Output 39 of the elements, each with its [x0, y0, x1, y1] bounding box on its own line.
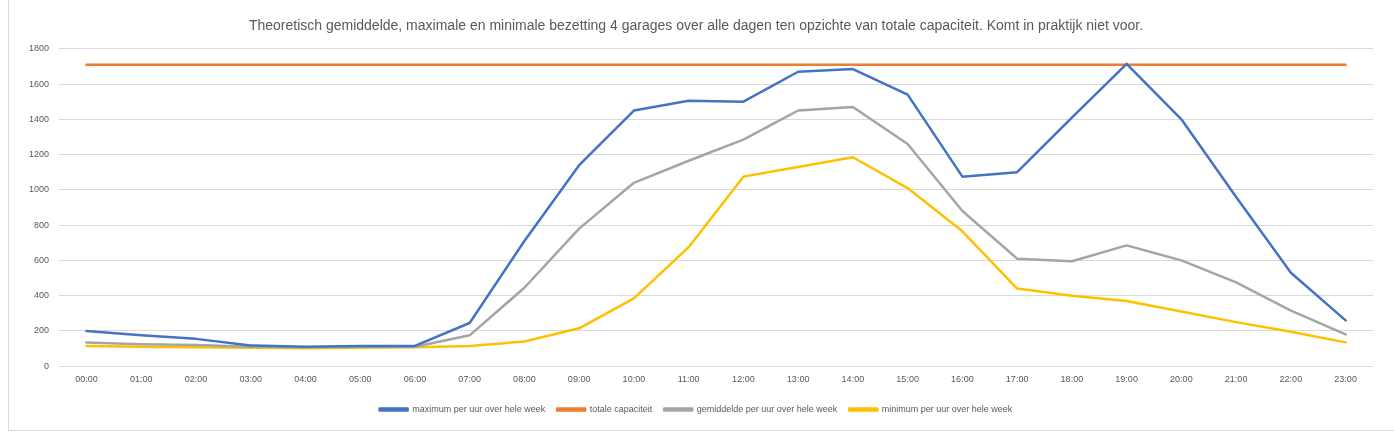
y-tick-label: 200	[33, 325, 50, 336]
x-tick-label: 12:00	[732, 374, 755, 385]
x-tick-label: 15:00	[896, 374, 919, 385]
x-tick-label: 17:00	[1005, 374, 1029, 385]
y-tick-label: 1800	[28, 43, 50, 54]
x-tick-label: 08:00	[513, 374, 536, 385]
x-tick-label: 01:00	[129, 374, 153, 385]
y-tick-label: 1400	[28, 113, 50, 124]
x-tick-label: 03:00	[239, 374, 262, 385]
x-tick-label: 16:00	[951, 374, 974, 385]
x-tick-label: 18:00	[1060, 374, 1084, 385]
y-tick-label: 1200	[28, 149, 50, 160]
chart-title: Theoretisch gemiddelde, maximale en minimale bezetting 4 garages over alle dagen ten opzichte van totale capaciteit. Komt in praktijk niet voor.	[248, 17, 1144, 34]
x-tick-label: 20:00	[1170, 374, 1193, 385]
legend-label: maximum per uur over hele week	[412, 403, 546, 414]
x-tick-label: 02:00	[184, 374, 208, 385]
y-tick-label: 400	[33, 290, 50, 301]
y-tick-label: 800	[33, 219, 50, 230]
x-tick-label: 13:00	[786, 374, 810, 385]
x-tick-label: 14:00	[841, 374, 865, 385]
x-tick-label: 05:00	[348, 374, 372, 385]
x-tick-label: 11:00	[677, 374, 700, 385]
x-tick-label: 04:00	[294, 374, 317, 385]
x-tick-label: 22:00	[1279, 374, 1303, 385]
y-tick-label: 0	[44, 360, 50, 371]
x-tick-label: 10:00	[622, 374, 646, 385]
x-tick-label: 00:00	[75, 374, 98, 385]
legend-label: totale capaciteit	[589, 403, 653, 414]
x-tick-label: 23:00	[1334, 374, 1357, 385]
x-tick-label: 09:00	[567, 374, 591, 385]
x-tick-label: 06:00	[403, 374, 427, 385]
x-tick-label: 19:00	[1115, 374, 1138, 385]
y-tick-label: 1000	[28, 184, 50, 195]
legend-label: gemiddelde per uur over hele week	[696, 403, 838, 414]
x-tick-label: 21:00	[1224, 374, 1248, 385]
y-tick-label: 1600	[28, 78, 50, 89]
x-tick-label: 07:00	[458, 374, 481, 385]
y-tick-label: 600	[33, 254, 50, 265]
legend-label: minimum per uur over hele week	[881, 403, 1013, 414]
